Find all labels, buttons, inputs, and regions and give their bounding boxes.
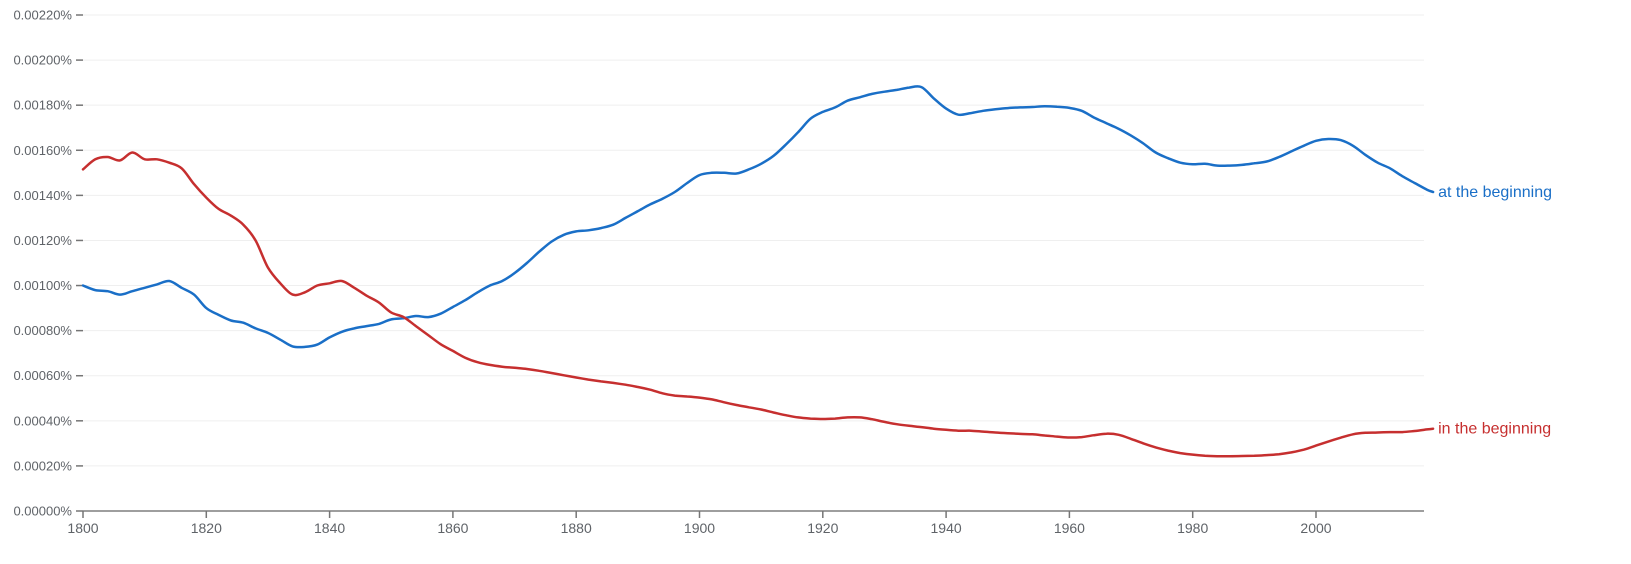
series-label-at-the-beginning[interactable]: at the beginning xyxy=(1438,184,1552,201)
x-tick-label: 1880 xyxy=(561,520,592,536)
series-labels: at the beginning in the beginning xyxy=(1438,184,1552,438)
y-tick-label: 0.00180% xyxy=(13,98,72,113)
x-tick-label: 1840 xyxy=(314,520,345,536)
series-line-at-the-beginning[interactable] xyxy=(81,85,1435,349)
y-tick-label: 0.00000% xyxy=(13,504,72,519)
y-tick-label: 0.00120% xyxy=(13,233,72,248)
y-tick-label: 0.00220% xyxy=(13,8,72,23)
x-tick-label: 1860 xyxy=(437,520,468,536)
x-tick-label: 1900 xyxy=(684,520,715,536)
x-tick-label: 1960 xyxy=(1054,520,1085,536)
x-tick-label: 1800 xyxy=(67,520,98,536)
y-tick-label: 0.00040% xyxy=(13,413,72,428)
x-tick-label: 1980 xyxy=(1177,520,1208,536)
y-axis: 0.00000% 0.00020% 0.00040% 0.00060% 0.00080%… xyxy=(13,8,83,519)
y-tick-label: 0.00200% xyxy=(13,53,72,68)
y-tick-label: 0.00060% xyxy=(13,368,72,383)
x-axis: 1800 1820 1840 1860 1880 1900 1920 1940 1960 1980… xyxy=(67,510,1424,536)
y-tick-label: 0.00100% xyxy=(13,278,72,293)
y-tick-label: 0.00080% xyxy=(13,323,72,338)
x-tick-label: 1920 xyxy=(807,520,838,536)
y-tick-label: 0.00020% xyxy=(13,458,72,473)
y-tick-label: 0.00140% xyxy=(13,188,72,203)
x-tick-label: 1820 xyxy=(191,520,222,536)
series-label-in-the-beginning[interactable]: in the beginning xyxy=(1438,421,1551,438)
series-line-in-the-beginning[interactable] xyxy=(81,151,1435,458)
x-tick-label: 2000 xyxy=(1300,520,1331,536)
gridlines xyxy=(83,14,1424,467)
x-tick-label: 1940 xyxy=(931,520,962,536)
series-lines xyxy=(81,85,1435,458)
y-tick-label: 0.00160% xyxy=(13,143,72,158)
